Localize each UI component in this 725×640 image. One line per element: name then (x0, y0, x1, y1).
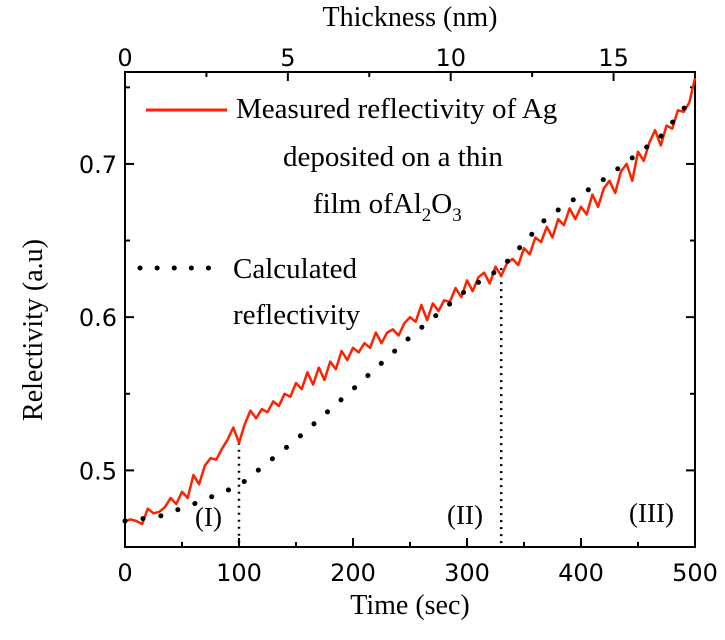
region-label-I: (I) (195, 502, 222, 532)
region-label-II: (II) (447, 500, 483, 530)
x-tick-label: 300 (444, 559, 490, 587)
y-tick-label: 0.6 (79, 304, 117, 332)
x2-tick-label: 5 (280, 44, 295, 72)
x-tick-label: 0 (117, 559, 132, 587)
y-axis-title: Relectivity (a.u) (18, 239, 49, 421)
x-axis-title: Time (sec) (350, 590, 470, 621)
legend-o: O (431, 188, 452, 220)
region-dividers (237, 268, 503, 547)
legend-calculated-line2: reflectivity (233, 299, 361, 331)
x-tick-label: 400 (558, 559, 604, 587)
legend: Measured reflectivity of Ag deposited on… (137, 93, 557, 331)
legend-measured-line1: Measured reflectivity of Ag (236, 93, 557, 125)
axis-ticks (124, 72, 696, 548)
x-tick-label: 500 (672, 559, 718, 587)
legend-calculated-line1: Calculated (233, 253, 358, 285)
region-label-III: (III) (629, 498, 674, 528)
x-tick-label: 100 (216, 559, 262, 587)
y-tick-label: 0.5 (79, 457, 117, 485)
x2-tick-label: 15 (598, 44, 629, 72)
legend-measured-line3: film ofAl2O3 (313, 188, 462, 226)
axis-tick-labels: 0 100 200 300 400 500 0 5 10 15 0.5 0.6 0.7 (79, 44, 718, 587)
calculated-reflectivity-line (122, 92, 698, 524)
legend-sub-3: 3 (452, 205, 462, 226)
x-tick-label: 200 (330, 559, 376, 587)
x2-tick-label: 0 (117, 44, 132, 72)
legend-sub-2: 2 (422, 205, 432, 226)
x2-tick-label: 10 (435, 44, 466, 72)
y-tick-label: 0.7 (79, 151, 117, 179)
x2-axis-title: Thickness (nm) (323, 2, 498, 33)
legend-measured-line2: deposited on a thin (283, 141, 503, 173)
series-layer (122, 77, 698, 526)
legend-film-of: film of (313, 188, 393, 220)
legend-al: Al (393, 188, 422, 220)
measured-reflectivity-line (124, 77, 697, 526)
